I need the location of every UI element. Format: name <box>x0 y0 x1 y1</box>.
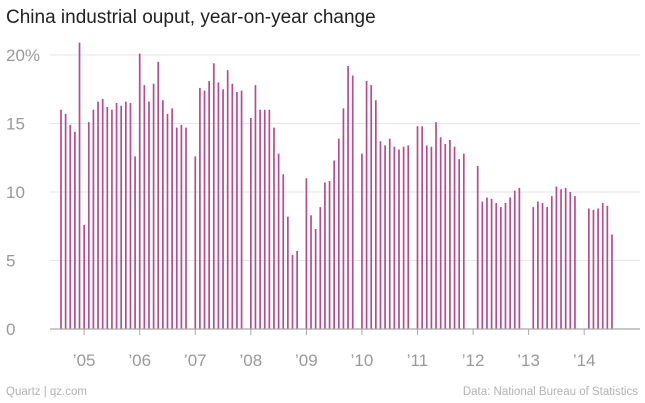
y-tick-label: 5 <box>6 252 15 271</box>
source-credit: Quartz | qz.com <box>6 386 87 398</box>
y-tick-label: 0 <box>6 320 15 339</box>
chart-title: China industrial ouput, year-on-year cha… <box>6 7 376 28</box>
y-tick-label: 10 <box>6 183 25 202</box>
bars <box>60 42 613 329</box>
x-tick-label: ’13 <box>517 351 540 370</box>
x-tick-label: ’07 <box>184 351 207 370</box>
x-tick-label: ’09 <box>295 351 318 370</box>
x-tick-label: ’08 <box>239 351 262 370</box>
x-tick-label: ’14 <box>573 351 596 370</box>
y-tick-label: 20% <box>6 46 40 65</box>
x-tick-label: ’10 <box>351 351 374 370</box>
x-axis-labels: ’05 ’06 ’07 ’08 ’09 ’10 ’11 ’12 ’13 ’14 <box>73 329 596 370</box>
x-tick-label: ’06 <box>128 351 151 370</box>
y-tick-label: 15 <box>6 115 25 134</box>
x-tick-label: ’12 <box>462 351 485 370</box>
data-source: Data: National Bureau of Statistics <box>462 386 638 398</box>
x-tick-label: ’05 <box>73 351 96 370</box>
y-axis-labels: 0 5 10 15 20% <box>6 46 40 339</box>
x-tick-label: ’11 <box>407 351 428 370</box>
